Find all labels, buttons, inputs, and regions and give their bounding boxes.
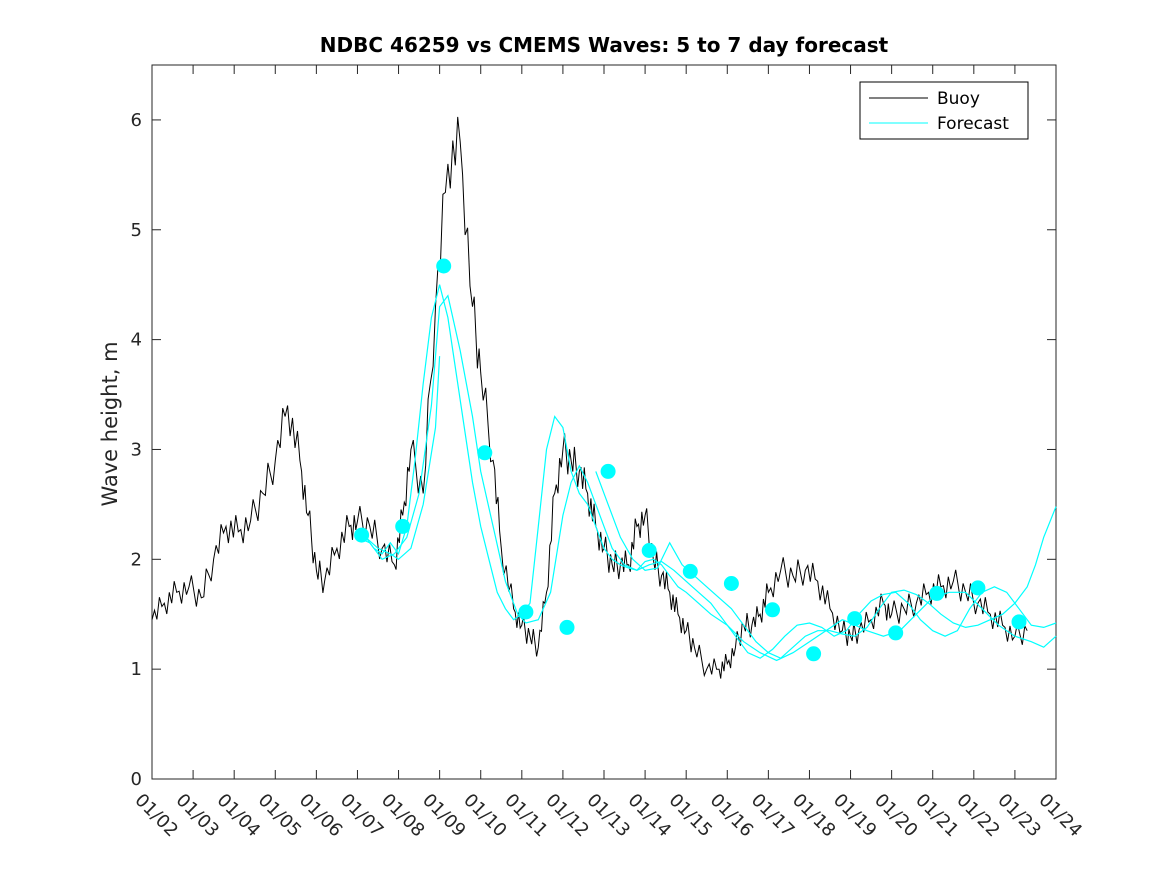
- legend-forecast-label: Forecast: [937, 114, 1009, 134]
- forecast-point: [723, 576, 739, 591]
- forecast-series-line: [357, 356, 441, 561]
- forecast-point: [682, 563, 698, 579]
- y-tick-label: 4: [131, 330, 142, 351]
- y-tick-label: 5: [131, 220, 142, 241]
- y-axis-label: Wave height, m: [98, 341, 122, 506]
- forecast-point: [559, 619, 575, 635]
- forecast-point: [354, 527, 370, 543]
- legend-buoy-label: Buoy: [937, 89, 980, 109]
- legend: Buoy Forecast: [859, 81, 1029, 140]
- forecast-point: [806, 646, 822, 662]
- forecast-point: [395, 518, 411, 534]
- forecast-point: [436, 258, 452, 274]
- y-tick-label: 0: [131, 769, 142, 790]
- forecast-point: [477, 445, 493, 461]
- y-tick-label: 1: [131, 659, 142, 680]
- forecast-series-line: [357, 294, 1057, 659]
- forecast-point: [600, 463, 616, 479]
- forecast-series-line: [595, 471, 1057, 659]
- forecast-point: [1011, 614, 1027, 630]
- legend-box: [859, 81, 1029, 140]
- forecast-point: [765, 602, 780, 618]
- forecast-point: [847, 611, 863, 627]
- forecast-point: [970, 580, 986, 596]
- forecast-point: [641, 543, 657, 558]
- forecast-point: [888, 625, 904, 641]
- forecast-point: [929, 585, 945, 601]
- y-tick-label: 2: [131, 549, 142, 570]
- chart-title: NDBC 46259 vs CMEMS Waves: 5 to 7 day fo…: [320, 33, 889, 57]
- forecast-point: [518, 604, 534, 620]
- y-tick-label: 3: [131, 439, 142, 460]
- y-tick-label: 6: [131, 110, 142, 131]
